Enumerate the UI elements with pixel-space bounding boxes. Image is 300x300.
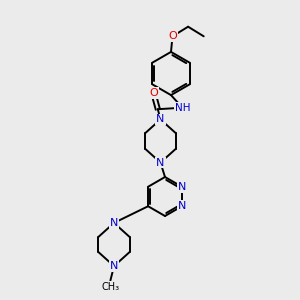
Text: N: N — [178, 182, 186, 192]
Text: N: N — [110, 218, 118, 228]
Text: CH₃: CH₃ — [101, 282, 119, 292]
Text: N: N — [156, 114, 165, 124]
Text: N: N — [156, 158, 165, 168]
Text: NH: NH — [175, 103, 190, 113]
Text: N: N — [110, 261, 118, 271]
Text: O: O — [168, 31, 177, 41]
Text: O: O — [149, 88, 158, 98]
Text: N: N — [178, 201, 186, 211]
